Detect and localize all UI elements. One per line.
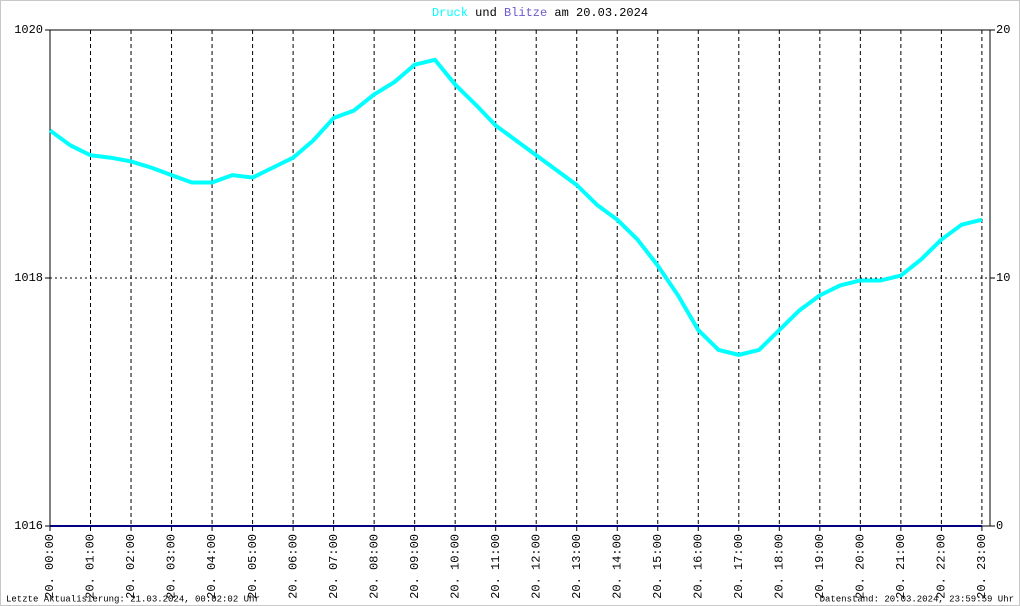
x-tick-label: 20. 21:00 (894, 534, 908, 599)
series-line (48, 57, 983, 357)
x-tick-label: 20. 07:00 (327, 534, 341, 599)
y2-tick-label: 0 (996, 519, 1003, 533)
x-tick-label: 20. 05:00 (246, 534, 260, 599)
x-tick-label: 20. 02:00 (124, 534, 138, 599)
y-tick-label: 1020 (14, 23, 43, 37)
x-tick-label: 20. 08:00 (367, 534, 381, 599)
x-tick-label: 20. 15:00 (651, 534, 665, 599)
x-tick-label: 20. 12:00 (529, 534, 543, 599)
x-tick-label: 20. 13:00 (570, 534, 584, 599)
title-part: am 20.03.2024 (554, 6, 648, 20)
x-tick-label: 20. 01:00 (84, 534, 98, 599)
y-tick-label: 1016 (14, 519, 43, 533)
x-tick-label: 20. 22:00 (935, 534, 949, 599)
x-tick-label: 20. 18:00 (772, 534, 786, 599)
x-tick-label: 20. 06:00 (286, 534, 300, 599)
x-tick-label: 20. 00:00 (43, 534, 57, 599)
title-part: Blitze (504, 6, 547, 20)
y-tick-label: 1018 (14, 271, 43, 285)
footer-left: Letzte Aktualisierung: 21.03.2024, 00:02… (6, 594, 260, 604)
y2-tick-label: 10 (996, 271, 1010, 285)
x-tick-label: 20. 03:00 (165, 534, 179, 599)
y2-tick-label: 20 (996, 23, 1010, 37)
x-tick-label: 20. 20:00 (854, 534, 868, 599)
title-part: und (475, 6, 497, 20)
chart-title: Druck und Blitze am 20.03.2024 (432, 6, 648, 20)
x-tick-label: 20. 09:00 (408, 534, 422, 599)
x-tick-label: 20. 17:00 (732, 534, 746, 599)
x-tick-label: 20. 23:00 (975, 534, 989, 599)
x-tick-label: 20. 14:00 (610, 534, 624, 599)
x-tick-label: 20. 10:00 (448, 534, 462, 599)
x-tick-label: 20. 04:00 (205, 534, 219, 599)
x-tick-label: 20. 16:00 (691, 534, 705, 599)
x-tick-label: 20. 11:00 (489, 534, 503, 599)
x-tick-label: 20. 19:00 (813, 534, 827, 599)
footer-right: Datenstand: 20.03.2024, 23:59:59 Uhr (820, 594, 1014, 604)
title-part: Druck (432, 6, 468, 20)
